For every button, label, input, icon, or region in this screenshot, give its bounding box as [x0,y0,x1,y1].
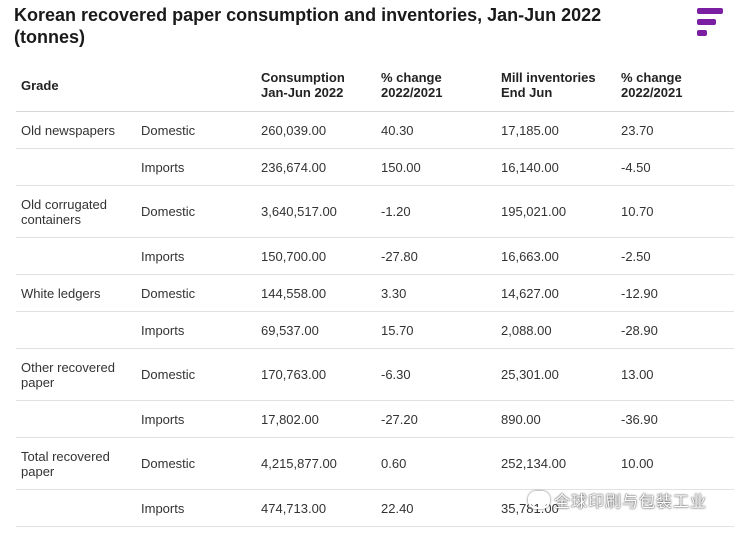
inventories-cell: 2,088.00 [496,311,616,349]
grade-cell [16,237,136,275]
f-logo-icon [697,8,723,38]
table-row: Imports 150,700.00 -27.80 16,663.00 -2.5… [16,237,734,275]
inventories-cell: 14,627.00 [496,274,616,312]
consumption-cell: 3,640,517.00 [256,185,376,238]
grade-cell: Old corrugated containers [16,185,136,238]
source-cell: Domestic [136,185,256,238]
change-inventories-cell: -4.50 [616,148,734,186]
change-consumption-cell: 3.30 [376,274,496,312]
header-consumption: Consumption Jan-Jun 2022 [256,60,376,112]
consumption-cell: 170,763.00 [256,348,376,401]
change-consumption-cell: -1.20 [376,185,496,238]
inventories-cell: 16,140.00 [496,148,616,186]
grade-cell [16,489,136,527]
table-row: Old corrugated containers Domestic 3,640… [16,185,734,238]
consumption-cell: 4,215,877.00 [256,437,376,490]
grade-cell [16,148,136,186]
grade-cell [16,400,136,438]
table-row: Total recovered paper Domestic 4,215,877… [16,437,734,490]
change-consumption-cell: 150.00 [376,148,496,186]
watermark: 全球印刷与包装工业 [528,488,707,512]
consumption-cell: 17,802.00 [256,400,376,438]
consumption-cell: 144,558.00 [256,274,376,312]
header-change-inventories: % change 2022/2021 [616,60,734,112]
change-consumption-cell: -6.30 [376,348,496,401]
table-row: Old newspapers Domestic 260,039.00 40.30… [16,111,734,149]
table-row: Imports 236,674.00 150.00 16,140.00 -4.5… [16,148,734,186]
page-title: Korean recovered paper consumption and i… [14,5,602,47]
inventories-cell: 25,301.00 [496,348,616,401]
inventories-cell: 17,185.00 [496,111,616,149]
change-consumption-cell: 40.30 [376,111,496,149]
change-inventories-cell: 10.00 [616,437,734,490]
table-row: White ledgers Domestic 144,558.00 3.30 1… [16,274,734,312]
change-inventories-cell: -12.90 [616,274,734,312]
change-consumption-cell: 15.70 [376,311,496,349]
change-inventories-cell: -2.50 [616,237,734,275]
source-cell: Imports [136,237,256,275]
consumption-cell: 69,537.00 [256,311,376,349]
table-row: Imports 474,713.00 22.40 35,781.00 [16,489,734,527]
source-cell: Domestic [136,348,256,401]
inventories-cell: 890.00 [496,400,616,438]
table-row: Imports 69,537.00 15.70 2,088.00 -28.90 [16,311,734,349]
table-row: Other recovered paper Domestic 170,763.0… [16,348,734,401]
grade-cell: Other recovered paper [16,348,136,401]
change-inventories-cell: 13.00 [616,348,734,401]
grade-cell [16,311,136,349]
source-cell: Imports [136,489,256,527]
grade-cell: Total recovered paper [16,437,136,490]
consumption-cell: 236,674.00 [256,148,376,186]
change-inventories-cell [616,489,734,527]
consumption-cell: 474,713.00 [256,489,376,527]
header-change-consumption: % change 2022/2021 [376,60,496,112]
change-consumption-cell: 22.40 [376,489,496,527]
grade-cell: Old newspapers [16,111,136,149]
data-table: Grade Consumption Jan-Jun 2022 % change 20… [16,60,734,527]
source-cell: Domestic [136,274,256,312]
header-source [136,60,256,112]
change-inventories-cell: -28.90 [616,311,734,349]
wechat-icon [528,491,550,509]
source-cell: Imports [136,400,256,438]
grade-cell: White ledgers [16,274,136,312]
change-inventories-cell: 10.70 [616,185,734,238]
table-row: Imports 17,802.00 -27.20 890.00 -36.90 [16,400,734,438]
change-consumption-cell: -27.80 [376,237,496,275]
inventories-cell: 195,021.00 [496,185,616,238]
header-grade: Grade [16,60,136,112]
change-inventories-cell: 23.70 [616,111,734,149]
inventories-cell: 252,134.00 [496,437,616,490]
source-cell: Imports [136,311,256,349]
source-cell: Domestic [136,111,256,149]
change-inventories-cell: -36.90 [616,400,734,438]
source-cell: Imports [136,148,256,186]
inventories-cell: 35,781.00 [496,489,616,527]
consumption-cell: 150,700.00 [256,237,376,275]
header-inventories: Mill inventories End Jun [496,60,616,112]
watermark-text: 全球印刷与包装工业 [554,494,708,511]
consumption-cell: 260,039.00 [256,111,376,149]
change-consumption-cell: -27.20 [376,400,496,438]
table-header-row: Grade Consumption Jan-Jun 2022 % change 20… [16,60,734,112]
change-consumption-cell: 0.60 [376,437,496,490]
inventories-cell: 16,663.00 [496,237,616,275]
source-cell: Domestic [136,437,256,490]
